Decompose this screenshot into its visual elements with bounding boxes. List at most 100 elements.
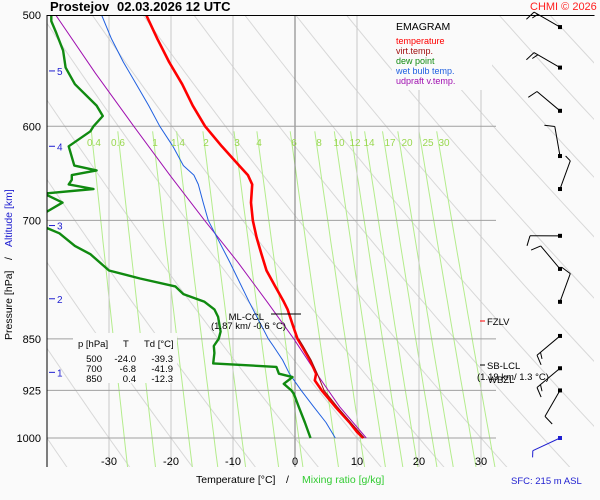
- legend-item: dew point: [396, 56, 435, 66]
- mixing-ratio-line: [436, 131, 496, 467]
- altitude-tick-label: 5: [57, 67, 63, 78]
- table-header: T: [123, 339, 129, 350]
- wind-barb-feather: [536, 355, 542, 365]
- wind-barb: [544, 388, 562, 425]
- mixing-ratio-line: [314, 131, 366, 467]
- wind-barb: [558, 155, 571, 192]
- mixing-ratio-line: [202, 131, 247, 467]
- wind-barb: [530, 245, 562, 271]
- annotations: ML-CCL(1.87 km/ -0.6 °C) FZLV SB-LCL WBZL(1…: [211, 312, 549, 386]
- temperature-tick-label: 0: [292, 456, 298, 468]
- mixing-ratio-tick-label: 8: [316, 138, 322, 149]
- dry-adiabat: [47, 261, 194, 467]
- wind-barb-staff: [559, 160, 571, 190]
- altitude-tick-label: 3: [57, 222, 63, 233]
- mixing-ratio-line: [418, 131, 477, 467]
- temperature-tick-label: 10: [351, 456, 363, 468]
- mixing-ratio-tick-label: 14: [363, 138, 375, 149]
- legend-item: virt.temp.: [396, 46, 433, 56]
- table-cell: 850: [86, 374, 102, 385]
- profile-dew-point: [47, 15, 312, 439]
- wind-barb: [526, 233, 562, 246]
- legend-item: udpraft v.temp.: [396, 76, 455, 86]
- wind-barb-feather: [532, 54, 539, 59]
- mixing-ratio-tick-label: 1.4: [171, 138, 185, 149]
- y-axis-label: Pressure [hPa] / Altitude [km]: [3, 189, 15, 340]
- table-cell: -39.3: [151, 354, 173, 365]
- mixing-ratio-tick-label: 30: [438, 138, 450, 149]
- lcl-label: SB-LCL: [487, 361, 520, 372]
- table-header: Td [°C]: [144, 339, 174, 350]
- mixing-ratio-tick-label: 20: [401, 138, 413, 149]
- lcl-detail: (1.19 km/ 1.3 °C): [477, 372, 549, 383]
- wind-barb-station: [558, 266, 562, 271]
- wind-barb-staff: [559, 273, 571, 302]
- wind-barb-station: [558, 233, 562, 238]
- wind-barb: [532, 436, 562, 458]
- table-header: p [hPa]: [78, 339, 108, 350]
- dry-adiabat: [294, 15, 594, 363]
- wind-barb-staff: [544, 390, 561, 417]
- pressure-tick-label: 850: [23, 334, 41, 346]
- station-title: Prostejov: [50, 0, 110, 14]
- pressure-tick-label: 500: [23, 10, 41, 22]
- mixing-ratio-tick-label: 6: [291, 138, 297, 149]
- legend-box: [392, 16, 492, 90]
- dry-adiabat: [91, 15, 445, 467]
- dry-adiabat: [244, 15, 594, 427]
- mixing-ratio-line: [233, 131, 280, 467]
- mixing-ratio-tick-label: 0.6: [111, 138, 125, 149]
- profiles: [47, 15, 367, 439]
- fzlv-label: FZLV: [487, 317, 510, 328]
- ccl-label: ML-CCL: [229, 312, 264, 323]
- ccl-detail: (1.87 km/ -0.6 °C): [211, 321, 286, 332]
- dry-adiabat: [47, 99, 319, 467]
- profile-wet-bulb-temp: [101, 15, 336, 439]
- dry-adiabat: [498, 15, 594, 121]
- wind-barb-station: [558, 299, 562, 304]
- credit-label: CHMI © 2026: [530, 1, 597, 13]
- mixing-ratio-tick-label: 0.4: [87, 138, 101, 149]
- wind-barb: [558, 266, 571, 304]
- pressure-tick-label: 700: [23, 215, 41, 227]
- summary-table: p [hPa] T Td [°C] 500 -24.0 -39.3 700 -6.8 -41.9…: [78, 339, 174, 385]
- temperature-tick-label: -20: [163, 456, 179, 468]
- wind-barb: [528, 91, 562, 113]
- wind-barb-staff: [536, 335, 561, 356]
- mixing-ratio-line: [350, 131, 404, 467]
- dry-adiabat: [503, 0, 600, 474]
- wind-barb-staff: [532, 437, 561, 452]
- plot-frame-left: [46, 15, 48, 467]
- dry-adiabat: [193, 15, 571, 467]
- table-cell: 700: [86, 364, 102, 375]
- wind-barb-feather: [544, 416, 553, 425]
- wind-barb-feather: [544, 124, 555, 127]
- wind-barb-feather: [540, 352, 543, 360]
- wind-barb: [536, 333, 562, 365]
- mixing-ratio-line: [364, 131, 419, 467]
- mixing-ratio-line: [289, 131, 339, 467]
- pressure-tick-label: 1000: [17, 433, 41, 445]
- wind-barb-staff: [536, 367, 561, 388]
- pressure-tick-label: 925: [23, 385, 41, 397]
- mixing-ratio-line: [176, 131, 219, 467]
- wind-barb-staff: [540, 245, 561, 270]
- wbzl-label: WBZL: [488, 375, 514, 386]
- grid-lines: [47, 0, 600, 474]
- mixing-ratio-line: [333, 131, 386, 467]
- wind-barb-staff: [533, 11, 561, 28]
- wind-barb-feather: [526, 52, 535, 61]
- mixing-ratio-line: [152, 131, 193, 467]
- mixing-ratio-tick-label: 10: [333, 138, 345, 149]
- mixing-ratio-line: [382, 131, 438, 467]
- pressure-axis-label: Pressure [hPa]: [3, 270, 15, 340]
- mixing-ratio-line: [397, 131, 454, 467]
- dry-adiabat: [142, 15, 508, 467]
- mixing-ratio-tick-label: 17: [384, 138, 396, 149]
- mixing-ratio-tick-label: 1: [152, 138, 158, 149]
- altitude-tick-label: 2: [57, 295, 63, 306]
- wind-barb-feather: [565, 155, 571, 162]
